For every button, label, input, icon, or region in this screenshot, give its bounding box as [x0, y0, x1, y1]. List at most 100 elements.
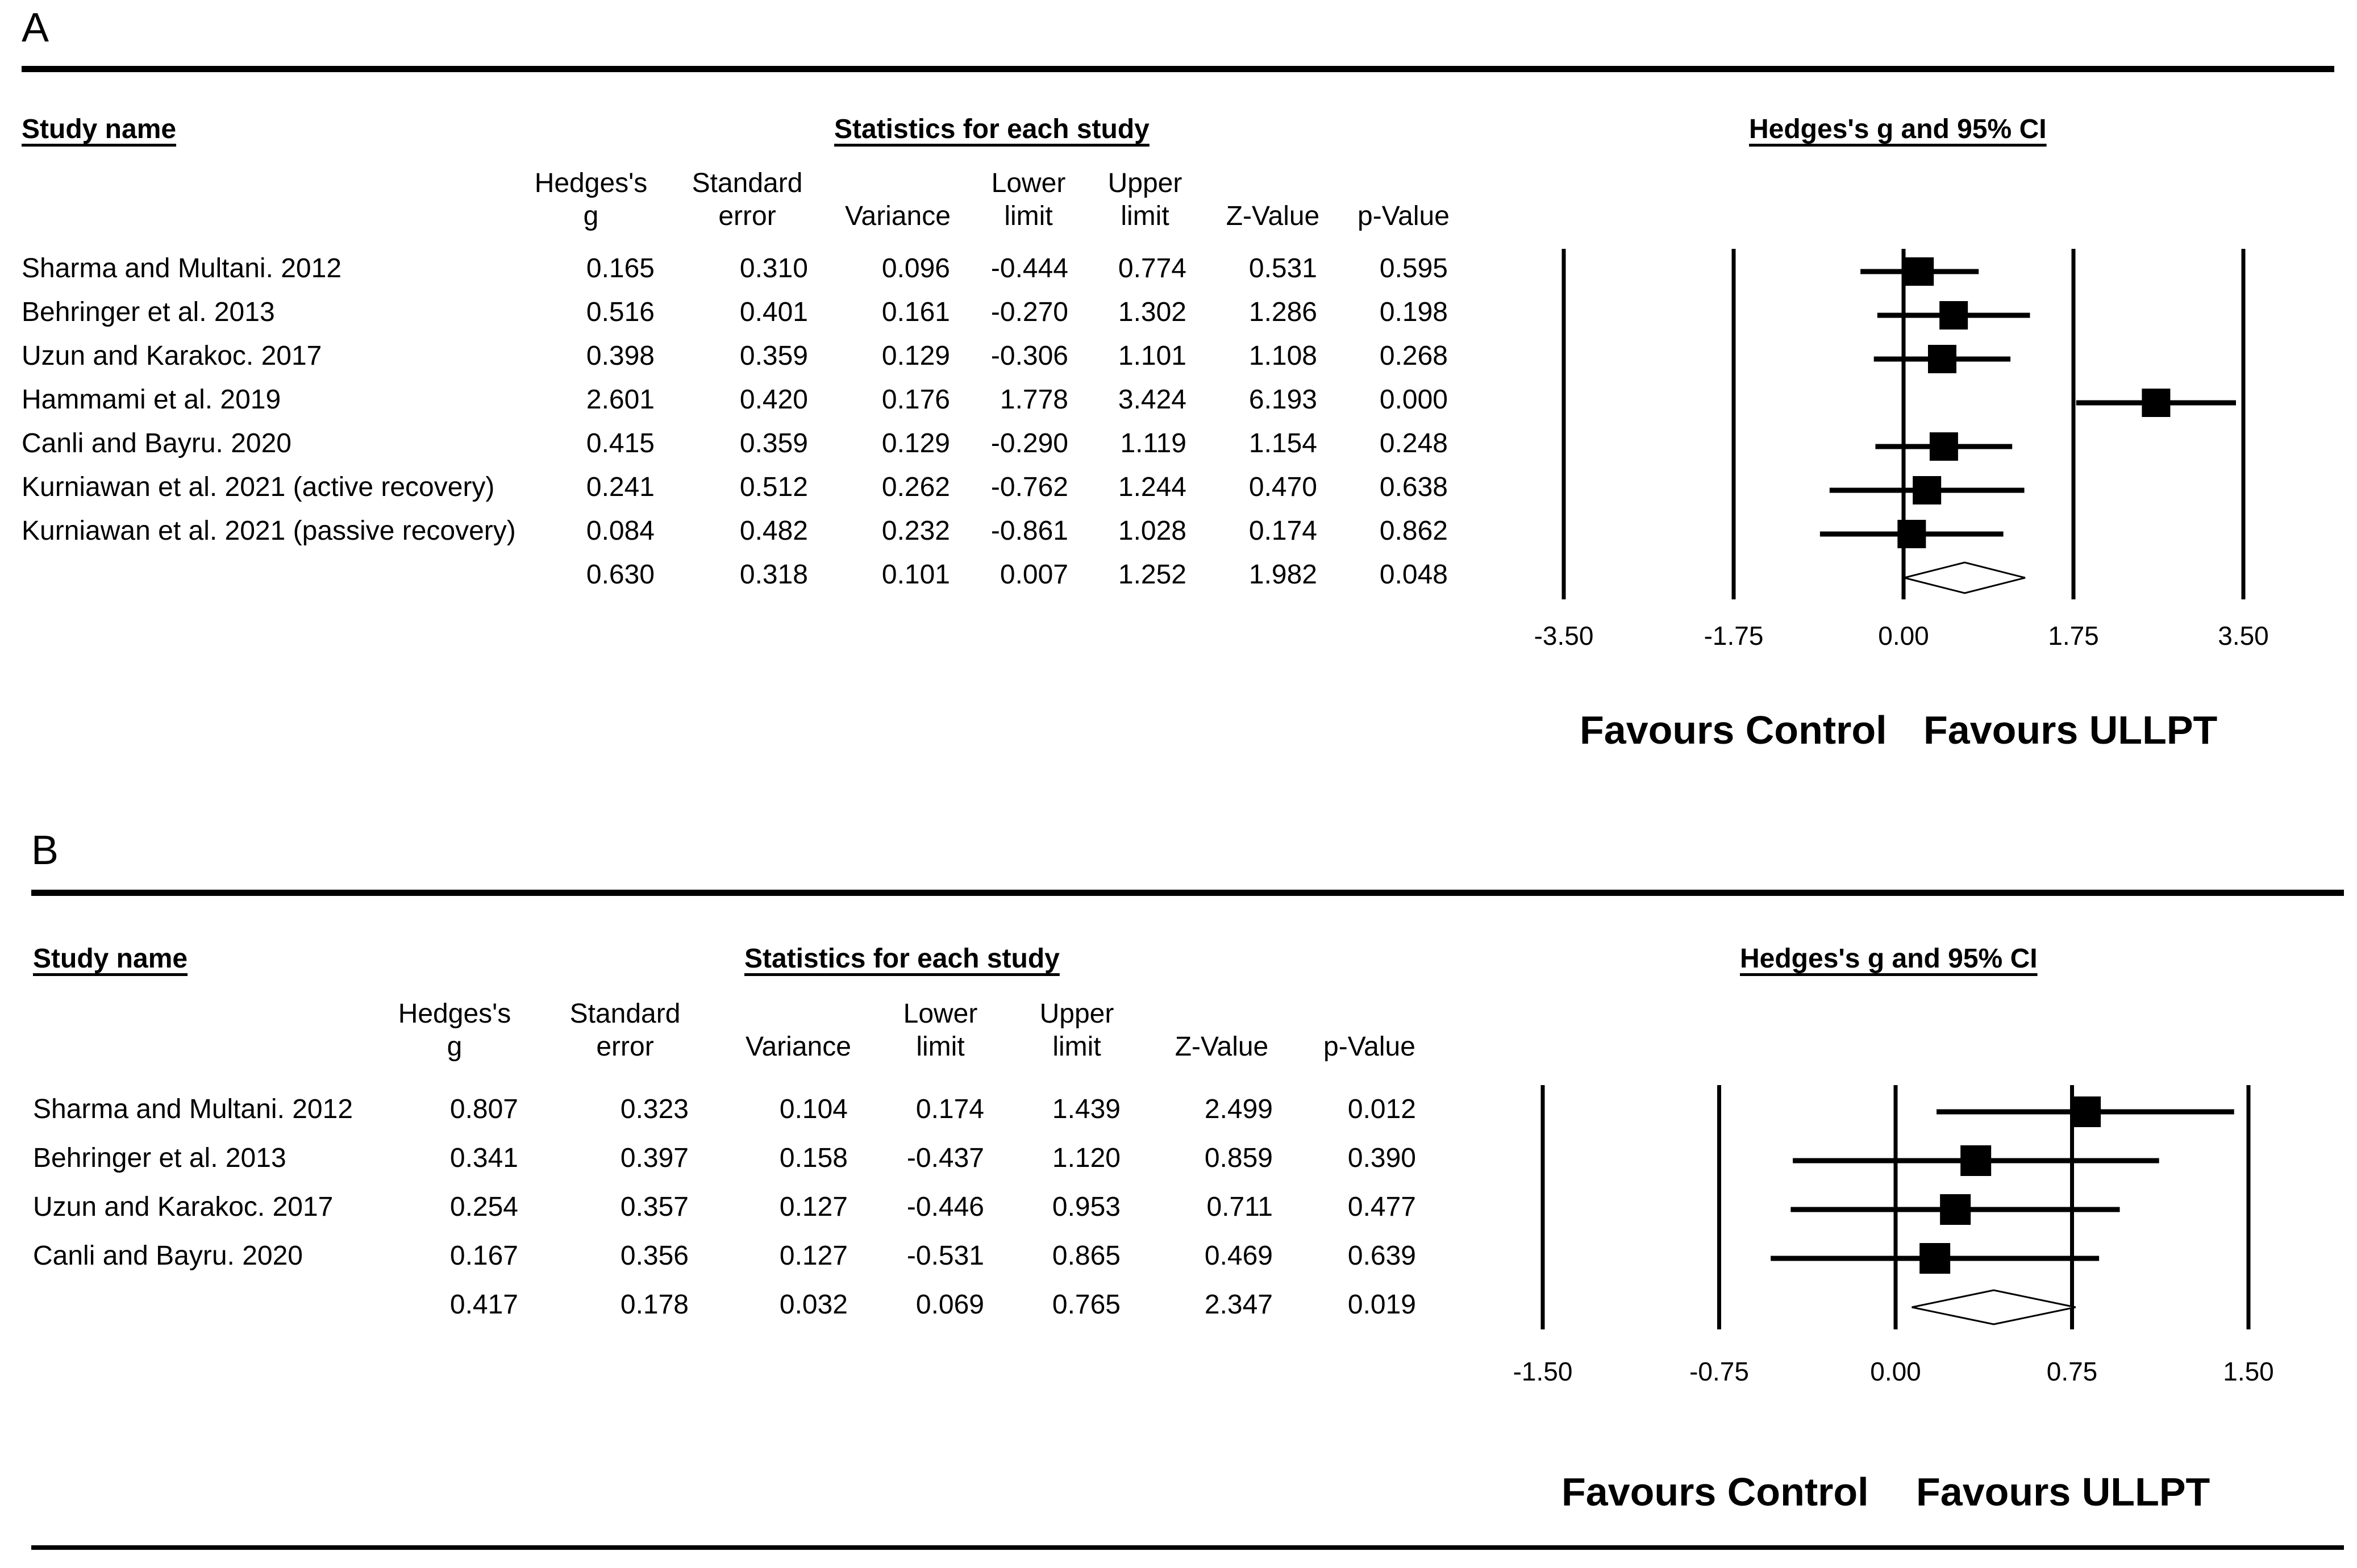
study-name: Canli and Bayru. 2020 — [33, 1241, 303, 1271]
cell-z: 2.499 — [1204, 1094, 1273, 1124]
panel-a-plot-header: Hedges's g and 95% CI — [1749, 114, 2047, 144]
cell-se: 0.323 — [620, 1094, 689, 1124]
study-name: Kurniawan et al. 2021 (passive recovery) — [22, 516, 516, 546]
summary-cell-upper: 1.252 — [1118, 560, 1186, 590]
cell-upper: 1.244 — [1118, 472, 1186, 502]
panel-b-col-g: Hedges's g — [386, 998, 523, 1064]
cell-var: 0.262 — [881, 472, 950, 502]
cell-lower: -0.437 — [906, 1143, 984, 1173]
effect-marker — [1905, 257, 1934, 286]
cell-se: 0.359 — [739, 341, 808, 371]
cell-p: 0.595 — [1379, 253, 1448, 283]
cell-p: 0.638 — [1379, 472, 1448, 502]
col-z-line: Z-Value — [1175, 1032, 1269, 1062]
summary-cell-lower: 0.007 — [1000, 560, 1068, 590]
cell-p: 0.390 — [1347, 1143, 1416, 1173]
summary-cell-lower: 0.069 — [915, 1290, 984, 1320]
cell-p: 0.477 — [1347, 1192, 1416, 1222]
cell-g: 0.254 — [449, 1192, 518, 1222]
cell-p: 0.248 — [1379, 428, 1448, 458]
col-upper-line: Upper limit — [1107, 168, 1182, 231]
panel-a-col-var: Variance — [830, 167, 966, 233]
cell-p: 0.268 — [1379, 341, 1448, 371]
col-var-line: Variance — [746, 1032, 851, 1062]
panel-b-col-se: Standard error — [557, 998, 693, 1064]
cell-se: 0.397 — [620, 1143, 689, 1173]
cell-g: 0.516 — [586, 297, 655, 327]
axis-tick-label: -1.50 — [1513, 1357, 1573, 1386]
panel-b-col-lower: Lower limit — [872, 998, 1009, 1064]
cell-g: 0.084 — [586, 516, 655, 546]
panel-b-favours-right: Favours ULLPT — [1916, 1470, 2210, 1514]
cell-z: 0.859 — [1204, 1143, 1273, 1173]
summary-cell-p: 0.048 — [1379, 560, 1448, 590]
cell-upper: 3.424 — [1118, 385, 1186, 415]
col-se-line: Standard error — [692, 168, 803, 231]
cell-g: 0.341 — [449, 1143, 518, 1173]
col-upper-line: Upper limit — [1039, 999, 1114, 1062]
study-name: Behringer et al. 2013 — [33, 1143, 286, 1173]
axis-tick-label: 3.50 — [2218, 621, 2269, 650]
col-se-line: Standard error — [569, 999, 681, 1062]
study-name: Behringer et al. 2013 — [22, 297, 275, 327]
cell-upper: 1.119 — [1120, 428, 1186, 458]
cell-var: 0.127 — [779, 1241, 848, 1271]
panel-a-favours-right: Favours ULLPT — [1923, 708, 2218, 752]
axis-tick-label: -3.50 — [1534, 621, 1594, 650]
col-p-line: p-Value — [1357, 201, 1450, 231]
effect-marker — [1897, 520, 1926, 548]
effect-marker — [1960, 1145, 1992, 1176]
axis-tick-label: 0.75 — [2047, 1357, 2098, 1386]
panel-a-col-z: Z-Value — [1205, 167, 1341, 233]
axis-tick-label: 0.00 — [1870, 1357, 1921, 1386]
cell-p: 0.198 — [1379, 297, 1448, 327]
study-name: Canli and Bayru. 2020 — [22, 428, 291, 458]
summary-cell-se: 0.178 — [620, 1290, 689, 1320]
panel-a-col-se: Standard error — [679, 167, 815, 233]
cell-p: 0.862 — [1379, 516, 1448, 546]
panel-a-col-g: Hedges's g — [523, 167, 659, 233]
study-name: Kurniawan et al. 2021 (active recovery) — [22, 472, 495, 502]
summary-cell-p: 0.019 — [1347, 1290, 1416, 1320]
col-lower-line: Lower limit — [991, 168, 1066, 231]
cell-upper: 0.774 — [1118, 253, 1186, 283]
effect-marker — [1939, 301, 1968, 330]
axis-tick-label: -0.75 — [1689, 1357, 1749, 1386]
cell-z: 0.469 — [1204, 1241, 1273, 1271]
study-name: Sharma and Multani. 2012 — [22, 253, 342, 283]
axis-tick-label: 0.00 — [1878, 621, 1929, 650]
effect-marker — [1928, 345, 1957, 373]
summary-cell-upper: 0.765 — [1052, 1290, 1121, 1320]
cell-g: 2.601 — [586, 385, 655, 415]
cell-se: 0.420 — [739, 385, 808, 415]
cell-se: 0.357 — [620, 1192, 689, 1222]
cell-se: 0.356 — [620, 1241, 689, 1271]
cell-upper: 1.439 — [1052, 1094, 1121, 1124]
cell-var: 0.104 — [779, 1094, 848, 1124]
cell-z: 6.193 — [1248, 385, 1317, 415]
cell-lower: -0.290 — [990, 428, 1068, 458]
cell-var: 0.096 — [881, 253, 950, 283]
panel-b-top-rule — [31, 890, 2344, 896]
panel-b-col-upper: Upper limit — [1009, 998, 1145, 1064]
cell-upper: 0.865 — [1052, 1241, 1121, 1271]
cell-upper: 1.120 — [1052, 1143, 1121, 1173]
pooled-diamond — [1912, 1289, 2076, 1325]
panel-b-favours-left: Favours Control — [1561, 1470, 1869, 1514]
effect-marker — [1913, 476, 1942, 504]
cell-lower: -0.531 — [906, 1241, 984, 1271]
cell-z: 0.470 — [1248, 472, 1317, 502]
panel-b-study-header: Study name — [33, 944, 188, 974]
panel-a-col-lower: Lower limit — [960, 167, 1097, 233]
panel-a-favours-left: Favours Control — [1580, 708, 1887, 752]
summary-cell-z: 1.982 — [1248, 560, 1317, 590]
panel-b-stats-header: Statistics for each study — [744, 944, 1060, 974]
cell-lower: -0.861 — [990, 516, 1068, 546]
panel-a-stats-header: Statistics for each study — [834, 114, 1150, 144]
summary-cell-se: 0.318 — [739, 560, 808, 590]
cell-g: 0.398 — [586, 341, 655, 371]
study-name: Uzun and Karakoc. 2017 — [33, 1192, 334, 1222]
cell-lower: 1.778 — [1000, 385, 1068, 415]
cell-g: 0.807 — [449, 1094, 518, 1124]
cell-var: 0.127 — [779, 1192, 848, 1222]
